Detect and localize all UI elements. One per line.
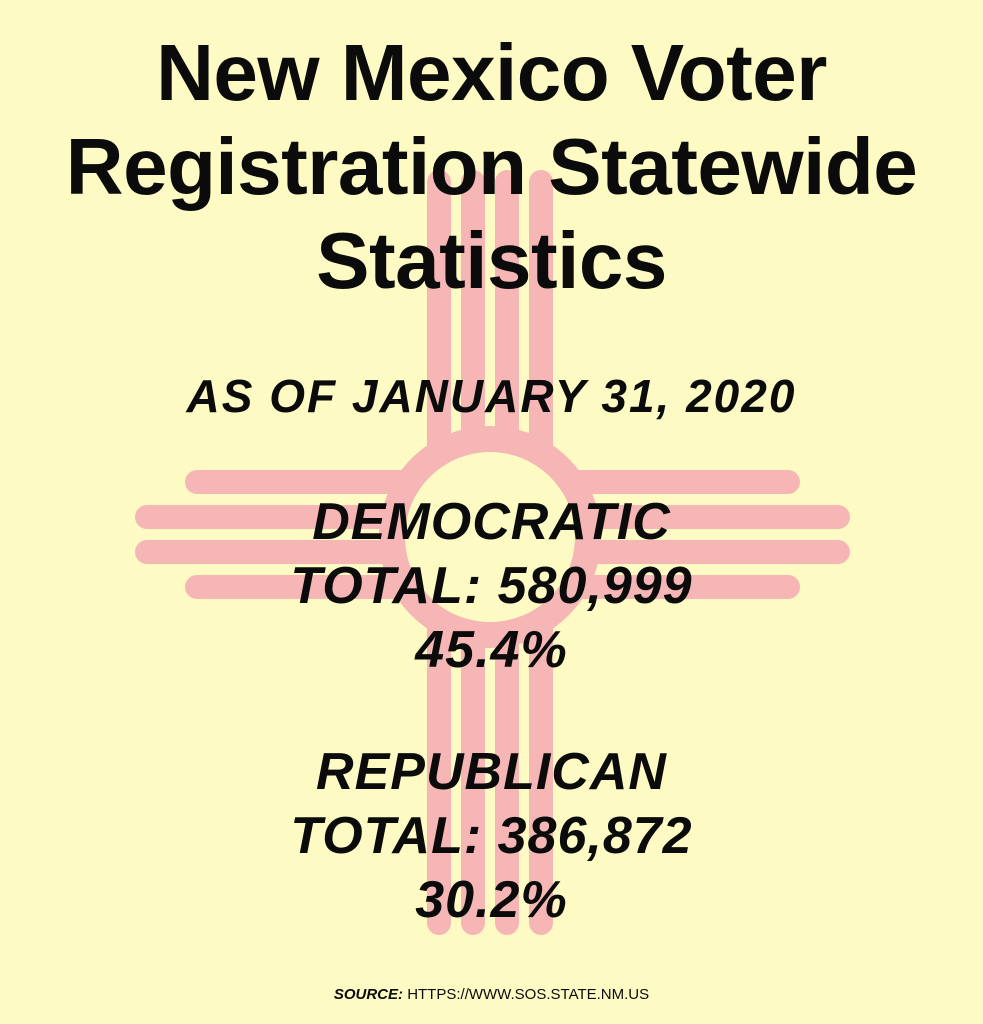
republican-stats: REPUBLICAN TOTAL: 386,872 30.2% [0,740,983,932]
title-line-3: Statistics [316,216,667,305]
source-note: SOURCE: HTTPS://WWW.SOS.STATE.NM.US [0,985,983,1005]
party-total: TOTAL: 386,872 [290,807,693,865]
party-total: TOTAL: 580,999 [290,557,693,615]
party-percent: 30.2% [415,871,568,929]
source-url: HTTPS://WWW.SOS.STATE.NM.US [407,986,650,1003]
as-of-date: AS OF JANUARY 31, 2020 [186,370,797,422]
source-label: SOURCE: [333,986,404,1003]
party-percent: 45.4% [415,621,568,679]
democratic-stats: DEMOCRATIC TOTAL: 580,999 45.4% [0,490,983,682]
party-name: REPUBLICAN [316,743,667,801]
party-name: DEMOCRATIC [312,493,671,551]
title-line-2: Registration Statewide [65,122,918,211]
title-line-1: New Mexico Voter [156,28,827,117]
page-title: New Mexico Voter Registration Statewide … [0,26,983,308]
